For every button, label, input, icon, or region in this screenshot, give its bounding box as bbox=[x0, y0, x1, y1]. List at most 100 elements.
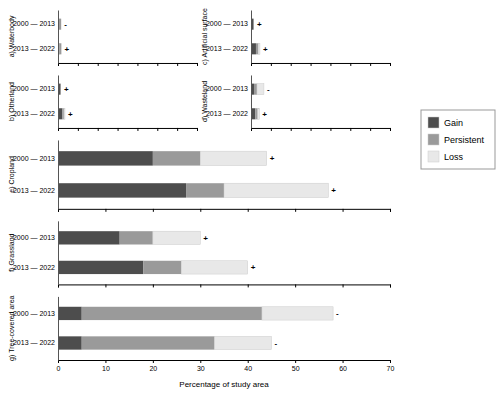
legend-item: Gain bbox=[428, 117, 463, 128]
bar-segment bbox=[58, 151, 153, 165]
x-tick-label: 30 bbox=[197, 365, 205, 372]
bar-segment bbox=[58, 307, 82, 320]
y-axis-title: e) Cropland bbox=[8, 156, 16, 193]
x-tick-mark bbox=[105, 284, 106, 287]
y-tick-label: 2000 — 2013 bbox=[206, 20, 248, 27]
bar-segment bbox=[61, 43, 62, 54]
x-tick-mark bbox=[78, 128, 79, 131]
x-tick bbox=[295, 284, 296, 287]
x-tick-mark bbox=[200, 209, 201, 212]
x-tick-label: 60 bbox=[339, 365, 347, 372]
x-tick-mark bbox=[157, 128, 158, 131]
y-axis: 2000 — 20132013 — 2022 bbox=[13, 75, 59, 128]
bar-segment bbox=[63, 108, 65, 119]
y-axis-title: f) Grassland bbox=[8, 233, 16, 271]
y-tick: 2000 — 2013 bbox=[206, 85, 248, 92]
x-tick-mark bbox=[197, 63, 198, 66]
x-tick bbox=[291, 63, 292, 66]
x-tick bbox=[177, 63, 178, 66]
bar-segment bbox=[262, 307, 333, 320]
bar-segment bbox=[153, 231, 200, 244]
y-axis-title: a) Waterbody bbox=[8, 15, 16, 57]
y-axis-line bbox=[58, 11, 59, 64]
x-tick bbox=[78, 63, 79, 66]
y-axis-title: g) Tree-covered area bbox=[8, 295, 16, 360]
x-tick bbox=[105, 209, 106, 212]
x-tick-mark bbox=[177, 128, 178, 131]
x-tick-mark bbox=[118, 63, 119, 66]
x-tick bbox=[390, 209, 391, 212]
y-tick: 2013 — 2022 bbox=[13, 264, 55, 271]
legend-swatch bbox=[428, 117, 439, 128]
x-tick: 30 bbox=[197, 360, 205, 372]
bar-segment bbox=[62, 108, 64, 119]
x-tick bbox=[197, 128, 198, 131]
y-axis-title: b) Otherland bbox=[8, 82, 16, 121]
x-axis-line bbox=[59, 285, 391, 288]
y-axis-title: d) Wasteland bbox=[201, 81, 209, 122]
x-axis bbox=[252, 128, 391, 131]
x-tick bbox=[311, 128, 312, 131]
x-tick: 60 bbox=[339, 360, 347, 372]
y-tick-label: 2013 — 2022 bbox=[13, 187, 55, 194]
y-tick-label: 2000 — 2013 bbox=[13, 234, 55, 241]
x-tick bbox=[157, 128, 158, 131]
sign-label: + bbox=[64, 45, 69, 54]
bar-segment bbox=[143, 261, 181, 274]
x-tick-mark bbox=[200, 284, 201, 287]
x-axis-line bbox=[59, 209, 391, 212]
y-axis: 2000 — 20132013 — 2022 bbox=[13, 140, 59, 209]
sign-label: + bbox=[263, 45, 268, 54]
x-tick-mark bbox=[153, 360, 154, 363]
y-axis-line bbox=[251, 75, 252, 128]
x-tick: 40 bbox=[244, 360, 252, 372]
x-tick-mark bbox=[98, 128, 99, 131]
x-tick-mark bbox=[291, 128, 292, 131]
bar-segment bbox=[254, 84, 257, 95]
bar-segment bbox=[58, 261, 143, 274]
x-tick-mark bbox=[295, 360, 296, 363]
panel: 0102030405060702000 — 20132013 — 2022--g… bbox=[8, 295, 394, 389]
bars bbox=[58, 307, 333, 350]
y-axis-line bbox=[58, 140, 59, 209]
panel: 2000 — 20132013 — 2022++e) Cropland bbox=[8, 140, 390, 211]
x-tick bbox=[271, 128, 272, 131]
x-tick bbox=[177, 128, 178, 131]
x-tick bbox=[311, 63, 312, 66]
x-axis-line bbox=[252, 128, 391, 131]
y-axis: 2000 — 20132013 — 2022 bbox=[206, 75, 252, 128]
bar-segment bbox=[58, 183, 186, 197]
x-tick-mark bbox=[343, 209, 344, 212]
bar-segment bbox=[181, 261, 247, 274]
x-tick: 10 bbox=[102, 360, 110, 372]
x-tick-mark bbox=[390, 360, 391, 363]
legend-swatch bbox=[428, 134, 439, 145]
y-axis: 2000 — 2013 2013 — 2022 bbox=[13, 221, 59, 285]
x-tick-mark bbox=[197, 128, 198, 131]
x-tick bbox=[343, 284, 344, 287]
x-tick-mark bbox=[343, 284, 344, 287]
x-tick bbox=[137, 128, 138, 131]
y-tick: 2000 — 2013 bbox=[206, 20, 248, 27]
chart: 2000 — 20132013 — 2022-+a) Waterbody2000… bbox=[0, 0, 500, 395]
legend-frame bbox=[421, 110, 495, 169]
x-tick-mark bbox=[157, 63, 158, 66]
x-tick-mark bbox=[390, 63, 391, 66]
y-axis-line bbox=[58, 221, 59, 285]
x-tick bbox=[350, 128, 351, 131]
x-axis bbox=[59, 63, 198, 66]
y-tick-label: 2000 — 2013 bbox=[13, 85, 55, 92]
bar-segment bbox=[186, 183, 224, 197]
x-tick bbox=[291, 128, 292, 131]
legend: GainPersistentLoss bbox=[421, 110, 495, 169]
sign-label: + bbox=[64, 85, 69, 94]
y-axis: 2000 — 20132013 — 2022 bbox=[13, 11, 59, 64]
x-tick bbox=[118, 128, 119, 131]
panel: 2000 — 20132013 — 2022++c) Artificial su… bbox=[201, 8, 390, 66]
x-tick bbox=[118, 63, 119, 66]
sign-label: + bbox=[68, 110, 73, 119]
x-tick-mark bbox=[330, 63, 331, 66]
x-axis-title: Percentage of study area bbox=[179, 380, 269, 389]
legend-label: Loss bbox=[444, 152, 464, 162]
x-tick bbox=[248, 284, 249, 287]
